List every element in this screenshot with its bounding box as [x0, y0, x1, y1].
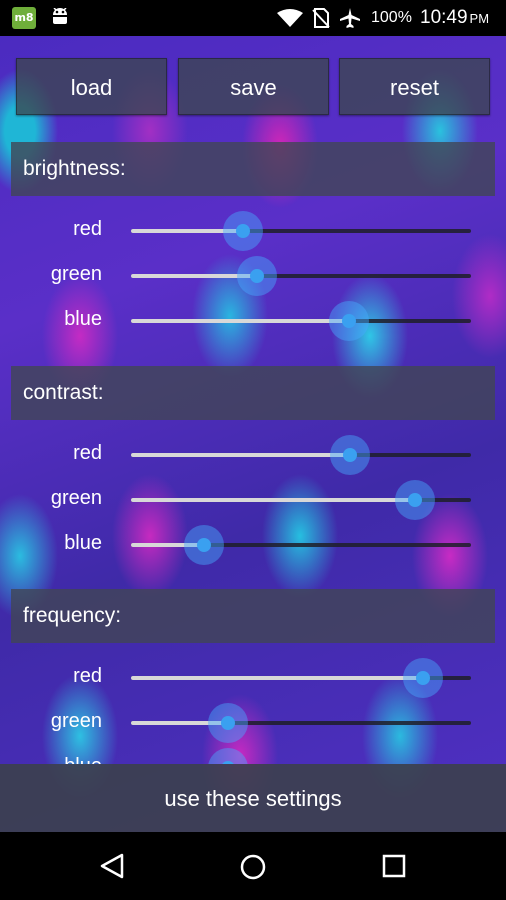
- slider-thumb[interactable]: [403, 658, 444, 698]
- no-sim-icon: [312, 8, 330, 28]
- slider-fill: [131, 229, 244, 233]
- slider-label-brightness-green: green: [50, 263, 102, 285]
- slider-fill: [131, 453, 351, 457]
- settings-scroll-area[interactable]: brightness: red green blue contrast: red green…: [0, 36, 506, 764]
- clock-ampm: PM: [469, 11, 490, 26]
- slider-fill: [131, 676, 424, 680]
- slider-fill: [131, 543, 205, 547]
- slider-fill: [131, 319, 349, 323]
- slider-thumb[interactable]: [184, 525, 225, 565]
- android-robot-icon: [52, 8, 68, 24]
- slider-thumb[interactable]: [394, 480, 435, 520]
- section-header-contrast: contrast:: [11, 366, 495, 420]
- navigation-bar: [0, 832, 506, 900]
- slider-frequency-green[interactable]: [131, 703, 471, 743]
- slider-label-contrast-green: green: [50, 487, 102, 509]
- back-icon[interactable]: [98, 852, 126, 880]
- battery-level: 100%: [371, 9, 412, 26]
- slider-label-frequency-blue: blue: [0, 755, 102, 764]
- use-these-settings-button[interactable]: use these settings: [0, 764, 506, 832]
- clock: 10:49 PM: [420, 7, 489, 29]
- home-icon[interactable]: [238, 852, 268, 882]
- slider-label-frequency-green: green: [50, 710, 102, 732]
- slider-thumb[interactable]: [207, 703, 248, 743]
- recents-icon[interactable]: [381, 853, 407, 879]
- status-bar: m8 100% 10:49 PM: [0, 0, 506, 36]
- slider-thumb[interactable]: [207, 748, 248, 764]
- slider-brightness-blue[interactable]: [131, 301, 471, 341]
- slider-thumb[interactable]: [330, 435, 371, 475]
- load-button[interactable]: load: [16, 58, 167, 115]
- slider-label-brightness-red: red: [73, 218, 102, 240]
- slider-fill: [131, 498, 415, 502]
- slider-thumb[interactable]: [223, 211, 264, 251]
- slider-fill: [131, 721, 228, 725]
- section-header-brightness: brightness:: [11, 142, 495, 196]
- save-button[interactable]: save: [178, 58, 329, 115]
- slider-thumb[interactable]: [236, 256, 277, 296]
- slider-brightness-red[interactable]: [131, 211, 471, 251]
- clock-time: 10:49: [420, 7, 468, 28]
- airplane-mode-icon: [340, 8, 360, 28]
- slider-frequency-red[interactable]: [131, 658, 471, 698]
- section-header-frequency: frequency:: [11, 589, 495, 643]
- slider-thumb[interactable]: [328, 301, 369, 341]
- slider-label-contrast-red: red: [73, 442, 102, 464]
- slider-label-frequency-red: red: [73, 665, 102, 687]
- reset-button[interactable]: reset: [339, 58, 490, 115]
- slider-label-contrast-blue: blue: [64, 532, 102, 554]
- slider-contrast-blue[interactable]: [131, 525, 471, 565]
- slider-fill: [131, 274, 257, 278]
- slider-brightness-green[interactable]: [131, 256, 471, 296]
- slider-label-brightness-blue: blue: [64, 308, 102, 330]
- slider-contrast-red[interactable]: [131, 435, 471, 475]
- wifi-icon: [277, 9, 303, 27]
- app-badge-icon: m8: [12, 7, 36, 29]
- slider-contrast-green[interactable]: [131, 480, 471, 520]
